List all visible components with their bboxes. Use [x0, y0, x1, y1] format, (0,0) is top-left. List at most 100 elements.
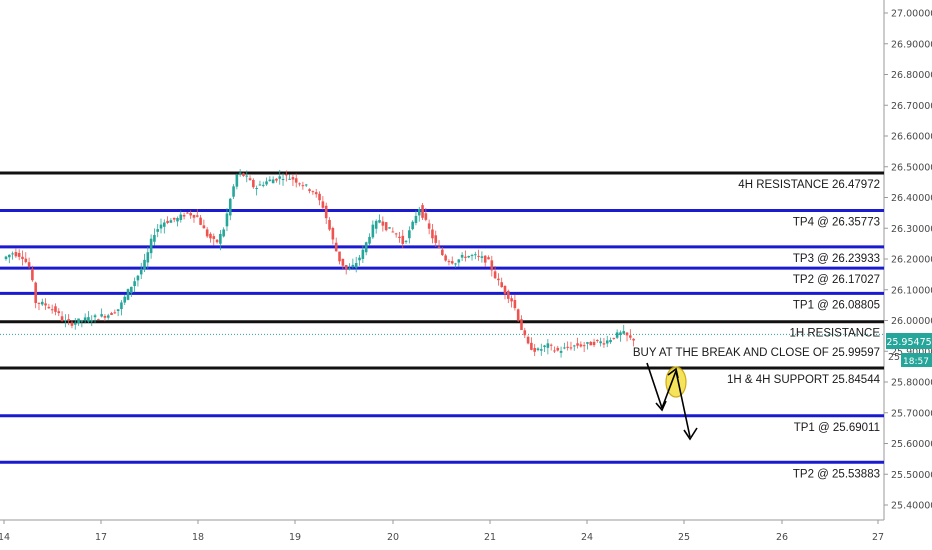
- candle-body-21: [73, 322, 77, 325]
- candle-body-155: [516, 309, 520, 321]
- candle-body-149: [497, 278, 500, 281]
- candle-body-20: [70, 322, 74, 326]
- candle-body-93: [311, 191, 315, 193]
- candle-body-54: [182, 214, 186, 217]
- candle-body-47: [159, 224, 163, 229]
- candle-body-117: [391, 231, 395, 233]
- price-tick-label-9: 26.10000: [891, 285, 932, 296]
- arrow-head-3: [683, 427, 698, 441]
- candle-body-180: [599, 341, 602, 344]
- candle-body-48: [163, 222, 166, 227]
- time-tick-label-5: 21: [484, 532, 496, 543]
- candle-body-81: [271, 179, 275, 184]
- level-label-2: TP3 @ 26.23933: [793, 253, 880, 265]
- candle-body-19: [67, 319, 70, 321]
- candle-body-12: [44, 303, 47, 306]
- price-tick-label-2: 26.80000: [891, 70, 932, 81]
- partial-price-label: 25: [888, 352, 900, 363]
- candle-body-89: [298, 183, 301, 185]
- candle-body-150: [500, 282, 503, 288]
- candle-body-82: [275, 178, 278, 181]
- candle-body-166: [553, 350, 556, 352]
- candle-body-78: [261, 184, 265, 186]
- level-label-6: 1H & 4H SUPPORT 25.84544: [727, 374, 881, 386]
- candle-countdown: 18:57: [903, 357, 929, 367]
- candle-body-60: [202, 225, 206, 229]
- price-tick-label-5: 26.50000: [891, 162, 932, 173]
- candle-body-136: [454, 263, 457, 265]
- time-tick-label-9: 27: [872, 532, 884, 543]
- candle-body-115: [384, 222, 388, 231]
- candle-body-118: [394, 233, 398, 235]
- candle-body-71: [238, 172, 242, 174]
- price-tick-label-3: 26.70000: [891, 101, 932, 112]
- candle-body-67: [225, 213, 229, 227]
- candles: [4, 169, 635, 358]
- candle-body-58: [195, 215, 199, 217]
- candle-body-44: [149, 238, 153, 254]
- candle-body-140: [467, 256, 471, 258]
- candle-body-122: [408, 230, 411, 239]
- candle-body-156: [520, 319, 523, 331]
- break-point-circle: [665, 366, 687, 398]
- candle-body-72: [242, 173, 245, 176]
- candle-body-29: [100, 314, 103, 317]
- price-tick-label-15: 25.50000: [891, 470, 932, 481]
- candle-body-160: [533, 348, 536, 352]
- time-tick-label-0: 14: [0, 532, 10, 543]
- candle-body-7: [27, 262, 31, 267]
- level-lines: [0, 171, 884, 464]
- candle-body-62: [209, 233, 212, 239]
- candle-body-42: [143, 259, 146, 270]
- candle-body-100: [334, 242, 338, 252]
- candle-body-157: [523, 330, 527, 336]
- candle-body-85: [285, 174, 288, 176]
- candle-body-49: [166, 220, 169, 223]
- candle-body-97: [324, 205, 328, 219]
- candle-body-109: [364, 242, 368, 253]
- price-tick-label-11: 25.90000: [891, 347, 932, 358]
- candle-body-141: [470, 255, 474, 257]
- candle-body-162: [539, 349, 543, 351]
- candle-body-41: [139, 269, 143, 275]
- candle-body-172: [572, 345, 576, 347]
- candle-body-121: [404, 240, 408, 242]
- candle-body-173: [576, 343, 579, 346]
- arrow-head-1: [655, 400, 667, 412]
- candle-body-16: [57, 311, 61, 314]
- candle-body-2: [11, 253, 14, 255]
- candle-body-114: [381, 221, 385, 226]
- candle-body-151: [503, 286, 507, 294]
- candle-body-143: [477, 255, 480, 257]
- price-tick-label-16: 25.40000: [891, 501, 932, 512]
- level-label-0: 4H RESISTANCE 26.47972: [738, 179, 880, 191]
- arrow-leg-2: [661, 370, 677, 409]
- candle-body-134: [447, 261, 451, 263]
- candle-body-27: [93, 315, 97, 318]
- price-tick-label-10: 26.00000: [891, 316, 932, 327]
- candle-body-130: [434, 235, 438, 243]
- candle-body-46: [156, 229, 160, 232]
- candle-body-66: [222, 229, 225, 237]
- projection-arrows: [646, 362, 698, 441]
- candle-body-129: [431, 229, 434, 239]
- candle-body-64: [215, 239, 219, 243]
- candle-body-139: [464, 256, 467, 258]
- candle-body-34: [116, 309, 120, 312]
- candle-body-128: [427, 223, 431, 229]
- candle-body-102: [341, 258, 345, 266]
- candle-body-45: [153, 235, 156, 242]
- candle-body-96: [321, 201, 325, 208]
- price-tick-label-6: 26.40000: [891, 193, 932, 204]
- time-axis: 14 17 18 19 20 21 24 25 26 27: [0, 520, 884, 543]
- candle-body-103: [344, 265, 348, 270]
- candle-body-167: [556, 347, 560, 351]
- candle-body-69: [232, 186, 235, 197]
- candle-body-148: [493, 271, 497, 279]
- candle-body-154: [513, 300, 517, 309]
- candle-body-77: [258, 184, 262, 186]
- candle-body-110: [368, 236, 371, 244]
- candle-body-174: [579, 344, 583, 347]
- candle-body-179: [596, 339, 599, 341]
